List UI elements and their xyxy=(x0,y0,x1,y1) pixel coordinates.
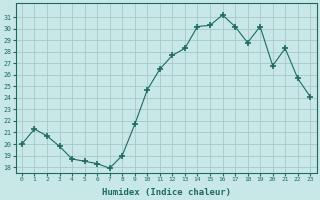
X-axis label: Humidex (Indice chaleur): Humidex (Indice chaleur) xyxy=(101,188,231,197)
